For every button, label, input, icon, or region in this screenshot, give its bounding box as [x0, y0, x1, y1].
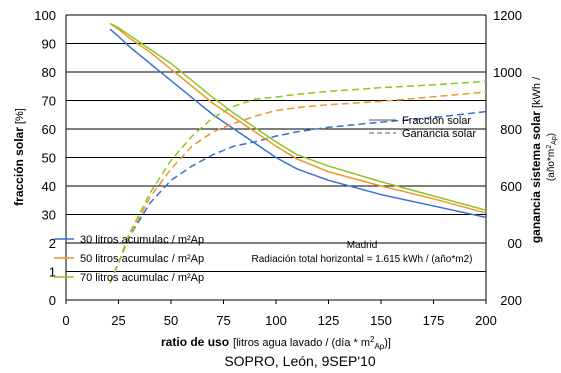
x-axis-title-rest: [litros agua lavado / (día * m [233, 337, 370, 349]
y-left-axis-title: fracción solar [%] [12, 108, 26, 206]
y-left-tick-label-4: 40 [42, 179, 56, 194]
y-left-tick-label-3: 30 [42, 208, 56, 223]
y-right-axis-title-line2: (año*m2Ap) [546, 133, 558, 181]
x-tick-label-100: 100 [265, 313, 287, 328]
y-left-tick-label-10: 100 [34, 8, 56, 23]
x-tick-label-125: 125 [318, 313, 340, 328]
series-ganancia-line-2 [109, 80, 487, 284]
style-legend: Fracción solar Ganancia solar [369, 115, 476, 140]
axes [65, 15, 487, 304]
series-legend-label-70: 70 litros acumulac / m²Ap [80, 272, 204, 284]
y-left-axis-title-main: fracción solar [12, 127, 26, 206]
annotation-title: Madrid [347, 240, 378, 251]
style-legend-solid-label: Fracción solar [402, 115, 471, 127]
x-axis-title-end: )] [384, 337, 391, 349]
series-legend-label-30: 30 litros acumulac / m²Ap [80, 234, 204, 246]
y-left-tick-label-8: 80 [42, 65, 56, 80]
style-legend-dashed-label: Ganancia solar [402, 128, 476, 140]
y-right-line2-b: ) [546, 133, 557, 136]
x-axis-title-sub: Ap [374, 342, 384, 351]
y-right-tick-label-3: 800 [500, 122, 522, 137]
y-right-axis-title-rest: [kWh / [531, 76, 543, 111]
x-axis-title: ratio de uso [litros agua lavado / (día *… [161, 335, 391, 351]
series-ganancia-line-0 [109, 110, 487, 284]
x-axis-title-main: ratio de uso [161, 335, 229, 349]
series-fraccion-line-2 [109, 22, 487, 211]
y-right-tick-label-5: 1200 [493, 8, 522, 23]
y-right-tick-label-4: 1000 [493, 65, 522, 80]
x-tick-label-75: 75 [216, 313, 230, 328]
y-right-axis-title-main: ganancia sistema solar [529, 111, 543, 243]
y-left-tick-label-9: 90 [42, 37, 56, 52]
tick-labels: 0 25 50 75 100 125 150 175 200 0 1 2 30 40 50 60 70 80 90 1… [34, 8, 522, 328]
x-tick-label-150: 150 [370, 313, 392, 328]
annotation-text: Radiación total horizontal = 1.615 kWh /… [252, 254, 473, 265]
y-right-axis-title: ganancia sistema solar [kWh / [529, 76, 543, 243]
series-legend: 30 litros acumulac / m²Ap 50 litros acum… [54, 234, 204, 284]
series-lines [109, 22, 487, 284]
x-tick-label-175: 175 [423, 313, 445, 328]
y-left-tick-label-0: 0 [49, 293, 56, 308]
series-legend-label-50: 50 litros acumulac / m²Ap [80, 253, 204, 265]
series-fraccion-line-1 [109, 22, 487, 214]
footer-credit: SOPRO, León, 9SEP'10 [224, 353, 376, 369]
y-left-axis-title-rest: [%] [14, 108, 26, 127]
y-right-tick-label-1: 00 [508, 236, 522, 251]
y-right-line2-a: (año*m [546, 149, 557, 181]
x-tick-label-50: 50 [164, 313, 178, 328]
y-left-tick-label-1: 1 [49, 265, 56, 280]
series-fraccion-line-0 [109, 28, 487, 219]
y-right-tick-label-0: 200 [500, 293, 522, 308]
y-left-tick-label-5: 50 [42, 151, 56, 166]
y-right-tick-label-2: 600 [500, 179, 522, 194]
x-tick-label-200: 200 [475, 313, 497, 328]
x-tick-label-0: 0 [62, 313, 69, 328]
y-right-line2-sub: Ap [551, 136, 558, 145]
y-left-tick-label-6: 60 [42, 122, 56, 137]
x-axis-title-sup: 2 [370, 335, 375, 344]
x-tick-label-25: 25 [111, 313, 125, 328]
y-right-line2-sup: 2 [546, 145, 553, 149]
y-left-tick-label-2: 2 [49, 236, 56, 251]
y-left-tick-label-7: 70 [42, 94, 56, 109]
annotation: Madrid Radiación total horizontal = 1.61… [252, 240, 473, 265]
